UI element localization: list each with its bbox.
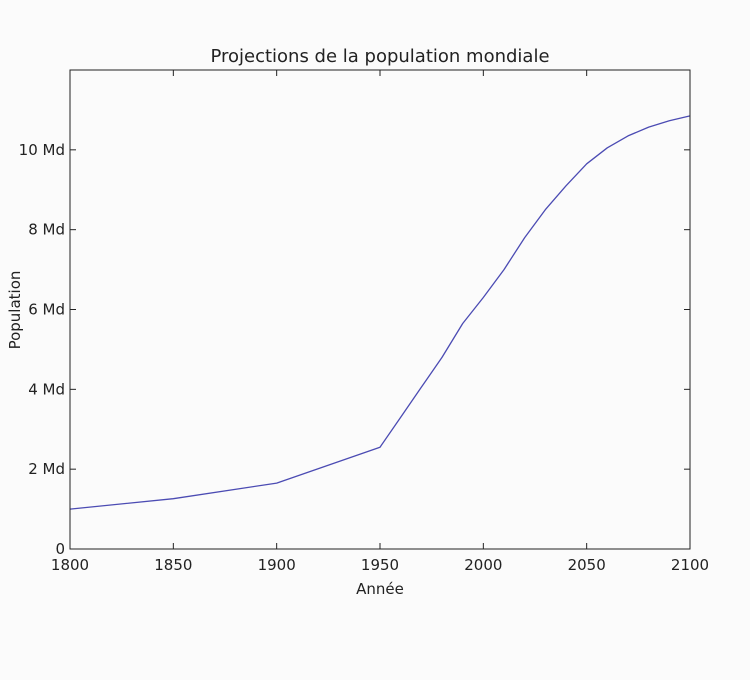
x-tick-label: 2100 [671, 556, 709, 574]
x-tick-label: 2000 [464, 556, 502, 574]
y-axis: 0 2 Md 4 Md 6 Md 8 Md 10 Md [19, 141, 690, 558]
y-tick-label: 2 Md [28, 460, 65, 478]
y-tick-label: 4 Md [28, 380, 65, 398]
chart-title: Projections de la population mondiale [210, 46, 549, 67]
x-tick-label: 1800 [51, 556, 89, 574]
x-tick-label: 1950 [361, 556, 399, 574]
y-tick-label: 10 Md [19, 141, 65, 159]
plot-area [69, 115, 691, 510]
x-tick-label: 1850 [154, 556, 192, 574]
x-axis-label: Année [356, 580, 404, 598]
series-line [69, 115, 691, 510]
y-axis-label: Population [6, 271, 24, 350]
y-tick-label: 6 Md [28, 301, 65, 319]
x-tick-label: 1900 [258, 556, 296, 574]
x-axis: 1800 1850 1900 1950 2000 2050 2100 [51, 70, 709, 574]
y-tick-label: 8 Md [28, 221, 65, 239]
plot-frame [69, 69, 691, 550]
y-tick-label: 0 [55, 540, 65, 558]
x-tick-label: 2050 [568, 556, 606, 574]
